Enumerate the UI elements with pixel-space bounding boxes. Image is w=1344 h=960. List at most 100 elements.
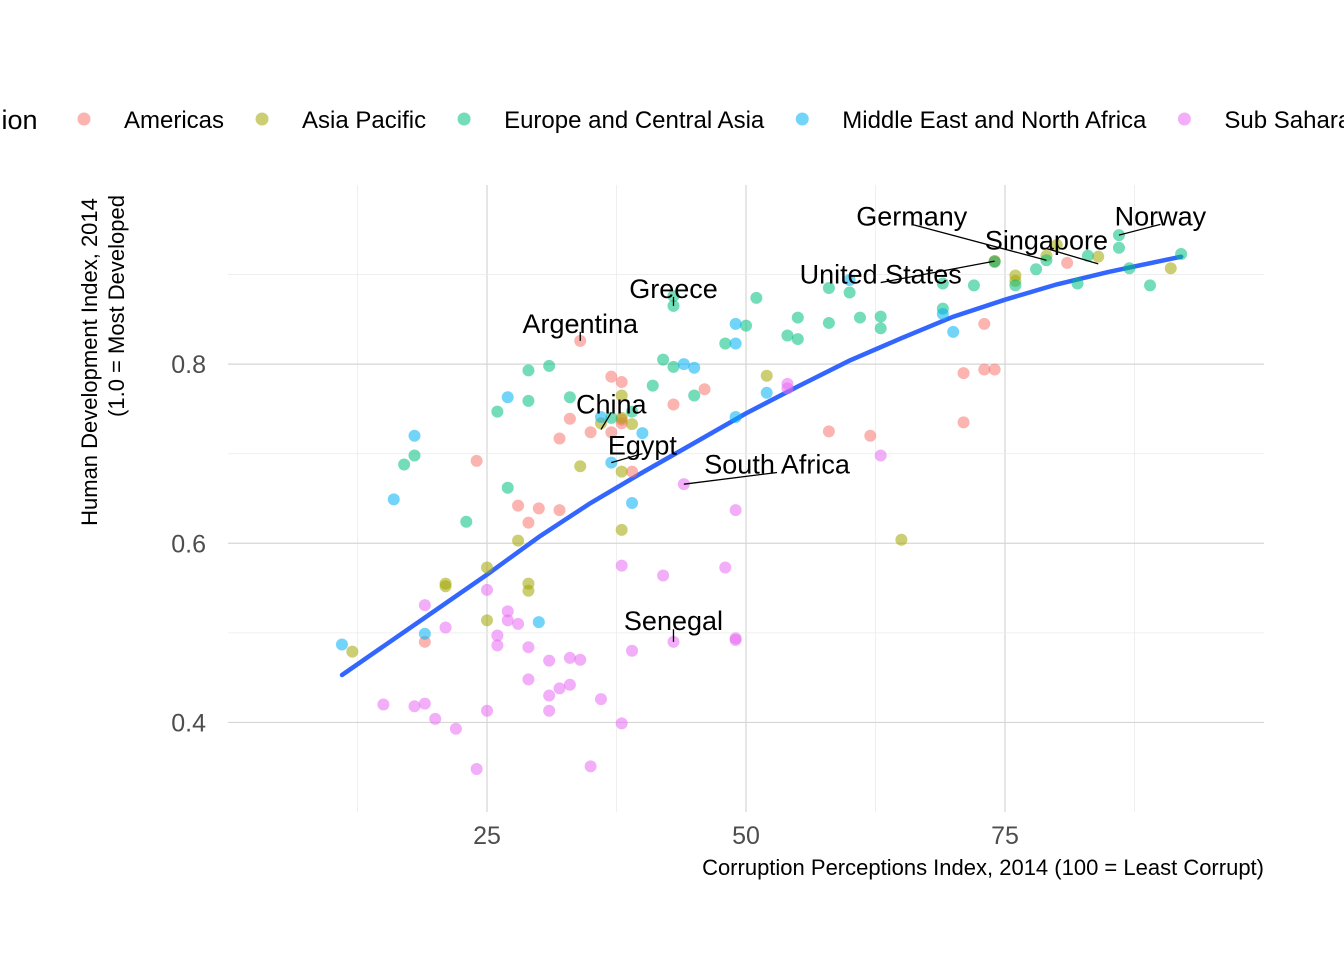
data-point: [512, 499, 525, 512]
x-tick-label: 25: [473, 822, 501, 850]
annotation-leader-line: [880, 260, 995, 284]
data-point: [543, 654, 556, 667]
y-axis-title: Human Development Index, 2014: [77, 198, 102, 526]
data-point: [481, 583, 493, 596]
data-point: [957, 416, 970, 429]
annotations: Argentina China Egypt Greece South Africa Sen…: [522, 201, 1207, 642]
data-point: [512, 617, 525, 630]
data-point: [398, 458, 411, 471]
annotation-leader-line: [1118, 223, 1161, 236]
data-point: [957, 367, 970, 380]
data-point: [1061, 256, 1074, 269]
annotation-leader-line: [1046, 247, 1099, 265]
data-point: [470, 454, 483, 467]
data-point: [594, 410, 607, 423]
data-point: [1050, 239, 1063, 252]
data-point: [853, 311, 866, 324]
annotation-label: Greece: [629, 274, 718, 304]
data-point: [1144, 279, 1157, 292]
data-point: [522, 641, 535, 654]
data-point: [781, 382, 794, 395]
data-point: [615, 465, 628, 478]
data-point: [729, 410, 742, 423]
data-point: [822, 282, 835, 295]
trend-layer: [339, 254, 1184, 678]
data-point: [978, 363, 991, 376]
data-point: [615, 559, 628, 572]
data-point: [563, 391, 576, 404]
data-point: [408, 700, 421, 713]
data-point: [543, 704, 556, 717]
data-point: [667, 398, 680, 411]
axis-ticks: 25 50 75 0.4 0.6 0.8: [171, 351, 1019, 850]
data-point: [677, 358, 690, 371]
data-point: [760, 386, 773, 399]
data-point: [688, 389, 701, 402]
data-point: [843, 273, 856, 286]
data-point: [1123, 262, 1136, 275]
data-point: [740, 319, 752, 332]
legend-title: Region: [0, 105, 38, 135]
annotation-leader-line: [911, 223, 1047, 261]
x-tick-label: 75: [991, 822, 1019, 850]
data-point: [1092, 250, 1105, 263]
data-point: [967, 279, 980, 292]
data-point: [335, 638, 348, 651]
y-tick-label: 0.4: [171, 709, 206, 737]
x-tick-label: 50: [732, 822, 760, 850]
data-point: [615, 389, 628, 402]
data-point: [750, 291, 763, 304]
data-point: [688, 361, 701, 374]
data-point: [729, 634, 742, 647]
y-axis-subtitle: (1.0 = Most Developed: [104, 195, 129, 417]
grid: [228, 185, 1264, 812]
data-point: [491, 629, 504, 642]
data-point: [439, 577, 452, 590]
data-point: [1009, 279, 1022, 292]
data-point: [615, 411, 628, 424]
legend-label: Asia Pacific: [302, 107, 426, 134]
data-point: [781, 329, 794, 342]
data-point: [470, 763, 483, 776]
legend-key: [457, 112, 471, 126]
data-point: [553, 432, 566, 445]
annotation-label: United States: [800, 260, 962, 290]
data-point: [988, 256, 1001, 269]
data-point: [822, 316, 835, 329]
data-point: [636, 427, 649, 440]
data-point: [874, 449, 887, 462]
data-point: [543, 689, 556, 702]
data-point: [874, 322, 887, 335]
data-point: [646, 379, 659, 392]
data-point: [822, 425, 835, 438]
data-point: [594, 693, 607, 706]
data-point: [605, 411, 618, 424]
data-point: [418, 627, 431, 640]
data-point: [791, 311, 804, 324]
data-point: [605, 426, 618, 439]
data-point: [501, 391, 514, 404]
data-point: [522, 516, 535, 529]
legend-label: Americas: [124, 107, 224, 134]
data-point: [481, 561, 493, 574]
data-point: [553, 682, 566, 695]
data-point: [626, 418, 639, 431]
data-point: [1112, 241, 1125, 254]
annotation-label: Senegal: [624, 606, 723, 636]
data-point: [1071, 277, 1084, 290]
legend-label: Middle East and North Africa: [842, 107, 1147, 134]
legend-key: [1177, 112, 1191, 126]
data-point: [895, 533, 908, 546]
data-point: [429, 712, 442, 725]
data-point: [605, 370, 618, 383]
annotation-leader-line: [683, 471, 778, 485]
data-point: [532, 616, 545, 629]
data-point: [1164, 262, 1177, 275]
data-point: [439, 621, 452, 634]
data-point: [522, 394, 535, 407]
data-point: [657, 569, 670, 582]
data-point: [481, 614, 493, 627]
data-point: [346, 645, 359, 658]
data-point: [667, 290, 680, 303]
annotation-label: Singapore: [985, 226, 1108, 256]
